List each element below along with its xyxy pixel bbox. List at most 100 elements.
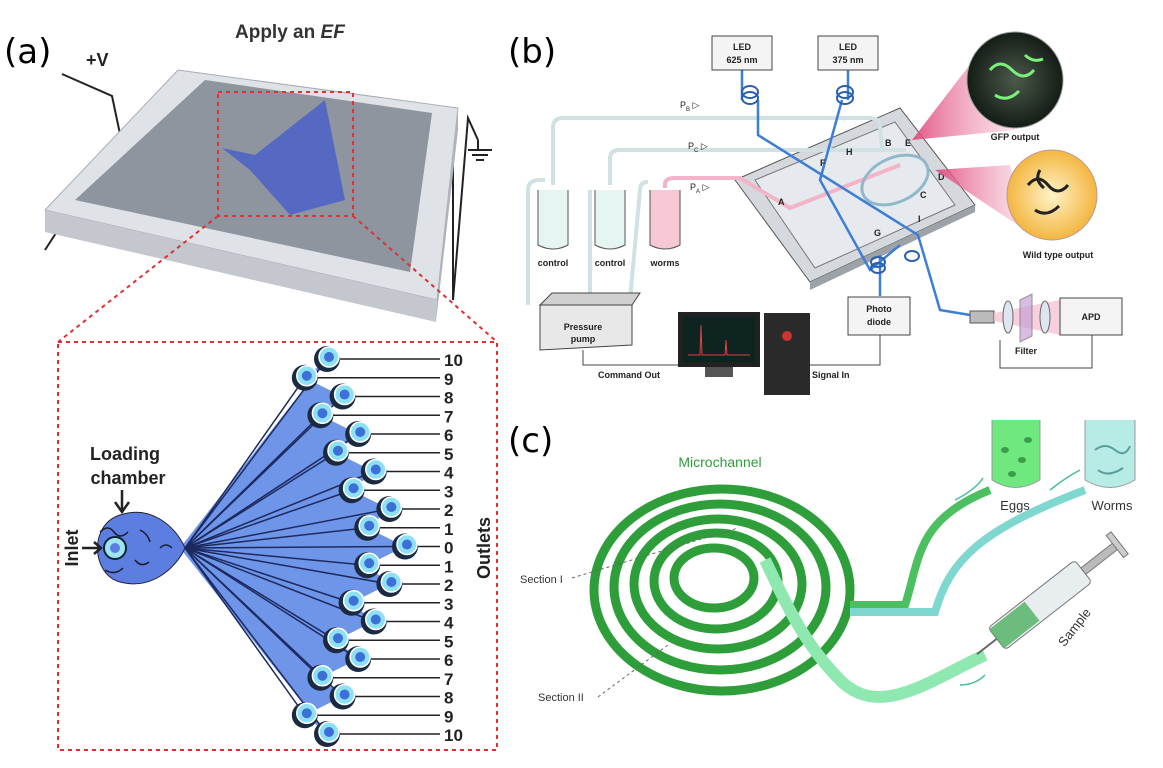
screen-trace — [688, 324, 750, 356]
outlet-port — [386, 577, 397, 587]
cable-label: Signal In — [812, 370, 850, 380]
cable-label: Command Out — [598, 370, 660, 380]
zoom-panel — [57, 341, 498, 751]
led-label: LED — [733, 42, 752, 52]
inlet-port — [110, 543, 120, 553]
reservoirs — [537, 190, 681, 250]
pressure-subscript: B — [686, 107, 690, 113]
outlet-port — [370, 614, 381, 625]
led-wavelength: 625 nm — [726, 55, 757, 65]
reservoir-label: control — [538, 258, 569, 268]
panel-c: (c) Eggs Worms Sample Microchannel Secti — [508, 420, 1136, 704]
pressure-label: PC ▷ — [688, 141, 708, 154]
outlet-number: 5 — [444, 445, 453, 464]
outlet-port — [355, 652, 366, 662]
pressure-symbol: P — [690, 182, 696, 192]
led-box — [711, 35, 773, 71]
outlet-port — [364, 520, 375, 531]
led-wavelength: 375 nm — [832, 55, 863, 65]
output-label: Worms — [1092, 498, 1133, 513]
chip-point: D — [938, 172, 945, 182]
outlet-number: 3 — [444, 595, 453, 614]
section-label: Section I — [520, 574, 563, 586]
microchannel-label: Microchannel — [678, 454, 761, 470]
outlet-port — [355, 427, 366, 437]
spiral-channel — [589, 484, 855, 696]
voltage-label: +V — [86, 50, 109, 70]
power-button — [782, 331, 792, 341]
channel — [184, 545, 406, 549]
outlet-port — [348, 595, 359, 606]
outlet-port — [301, 370, 312, 381]
led-box — [817, 35, 879, 71]
panel-b: (b) LED 625 nm — [508, 31, 1123, 395]
lens — [1002, 300, 1014, 334]
channel — [184, 547, 368, 566]
section-label: Section II — [538, 692, 584, 704]
slab-side — [436, 108, 458, 322]
pressure-label: PB ▷ — [680, 100, 700, 113]
tower — [764, 313, 810, 395]
panel-title: Apply an EF — [235, 22, 346, 43]
outlet-port — [333, 633, 343, 644]
pressure-subscript: A — [696, 189, 700, 195]
output-label: GFP output — [991, 132, 1040, 142]
outlet-number: 2 — [444, 576, 453, 595]
outlet-number: 7 — [444, 407, 453, 426]
outlet-number: 7 — [444, 670, 453, 689]
chip-loop — [860, 153, 930, 207]
outlet-number: 6 — [444, 651, 453, 670]
sample-label: Sample — [1055, 605, 1094, 649]
chip-point: B — [885, 138, 892, 148]
eggs — [1001, 437, 1032, 477]
monitor-stand — [705, 367, 733, 377]
outlet-port — [386, 502, 397, 512]
outlet-number: 2 — [444, 501, 453, 520]
apd-label: APD — [1081, 312, 1101, 322]
channel — [184, 527, 368, 549]
led-label: LED — [839, 42, 858, 52]
channel — [184, 547, 390, 585]
panel-label: (a) — [4, 32, 51, 72]
chip-point: H — [846, 147, 853, 157]
reservoir-label: worms — [649, 258, 679, 268]
pump-label: pump — [571, 334, 596, 344]
gfp-view — [966, 31, 1064, 129]
pump-top — [538, 292, 641, 306]
channel — [184, 508, 390, 549]
chip-point: I — [918, 214, 921, 224]
lens — [1039, 300, 1051, 334]
flow-arrows — [954, 469, 1081, 686]
chip-point: A — [778, 197, 785, 207]
stage-side — [810, 205, 975, 290]
panel-a: (a) Apply an EF +V Loading chamber Inlet… — [4, 22, 498, 751]
outlet-number: 1 — [444, 520, 453, 539]
channel — [184, 377, 306, 549]
channel — [184, 489, 352, 549]
outlet-port — [317, 670, 328, 681]
outlet-port — [339, 689, 350, 700]
egg-outlet — [850, 486, 992, 609]
outlet-number: 8 — [444, 689, 453, 708]
filter — [1019, 293, 1033, 343]
arrow — [113, 490, 131, 515]
chip-point: E — [905, 138, 911, 148]
sorter-device — [222, 100, 345, 215]
slab-side — [45, 210, 437, 322]
photodiode-label: diode — [867, 317, 891, 327]
chamber-label: chamber — [90, 468, 165, 488]
panel-label: (b) — [508, 32, 556, 72]
leader — [597, 644, 669, 698]
title-emphasis: EF — [321, 22, 347, 43]
worms — [99, 527, 173, 574]
outlet-number: 1 — [444, 557, 453, 576]
outlet-number: 9 — [444, 707, 453, 726]
pressure-symbol: P — [688, 141, 694, 151]
chip-point: G — [874, 228, 881, 238]
output-label: Eggs — [1000, 498, 1030, 513]
outlet-number: 8 — [444, 389, 453, 408]
chip-point: C — [920, 190, 927, 200]
outlet-port — [402, 539, 412, 550]
gfp-worms — [988, 53, 1044, 100]
